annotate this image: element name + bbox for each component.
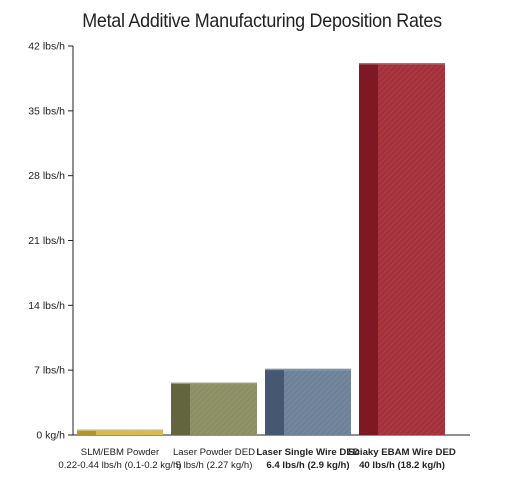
y-tick-label: 21 lbs/h [28, 235, 65, 247]
category-sublabel: 40 lbs/h (18.2 kg/h) [359, 460, 445, 471]
y-tick-label: 7 lbs/h [34, 365, 65, 377]
category-sublabel: 5 lbs/h (2.27 kg/h) [176, 460, 253, 471]
bar [359, 63, 445, 436]
category-label: Sciaky EBAM Wire DED [348, 447, 456, 458]
y-tick-label: 0 kg/h [36, 430, 65, 442]
bar-top-edge [171, 382, 257, 385]
y-tick-label: 28 lbs/h [28, 170, 65, 182]
bar-top-edge [77, 429, 163, 431]
y-tick-label: 14 lbs/h [28, 300, 65, 312]
y-tick-label: 35 lbs/h [28, 105, 65, 117]
category-label: Laser Powder DED [173, 447, 255, 458]
bar [265, 368, 351, 435]
category-sublabel: 0.22-0.44 lbs/h (0.1-0.2 kg/h) [58, 460, 181, 471]
bar [171, 382, 257, 435]
bar-top-edge [359, 63, 445, 65]
category-labels: SLM/EBM Powder 0.22-0.44 lbs/h (0.1-0.2 k… [58, 447, 455, 471]
category-sublabel: 6.4 lbs/h (2.9 kg/h) [266, 460, 349, 471]
bar-side [77, 430, 96, 435]
bar-side [171, 384, 190, 435]
chart-title: Metal Additive Manufacturing Deposition … [82, 10, 442, 32]
category-label: Laser Single Wire DED [256, 447, 359, 458]
bar-top-edge [265, 368, 351, 371]
y-axis: 0 kg/h 7 lbs/h 14 lbs/h 21 lbs/h 28 lbs/h 35 … [28, 41, 470, 442]
bar-texture [77, 430, 163, 435]
bars [77, 63, 445, 436]
bar [77, 429, 163, 435]
category-label: SLM/EBM Powder [81, 447, 160, 458]
bar-side [359, 64, 378, 436]
bar-side [265, 370, 284, 435]
y-tick-label: 42 lbs/h [28, 41, 65, 53]
